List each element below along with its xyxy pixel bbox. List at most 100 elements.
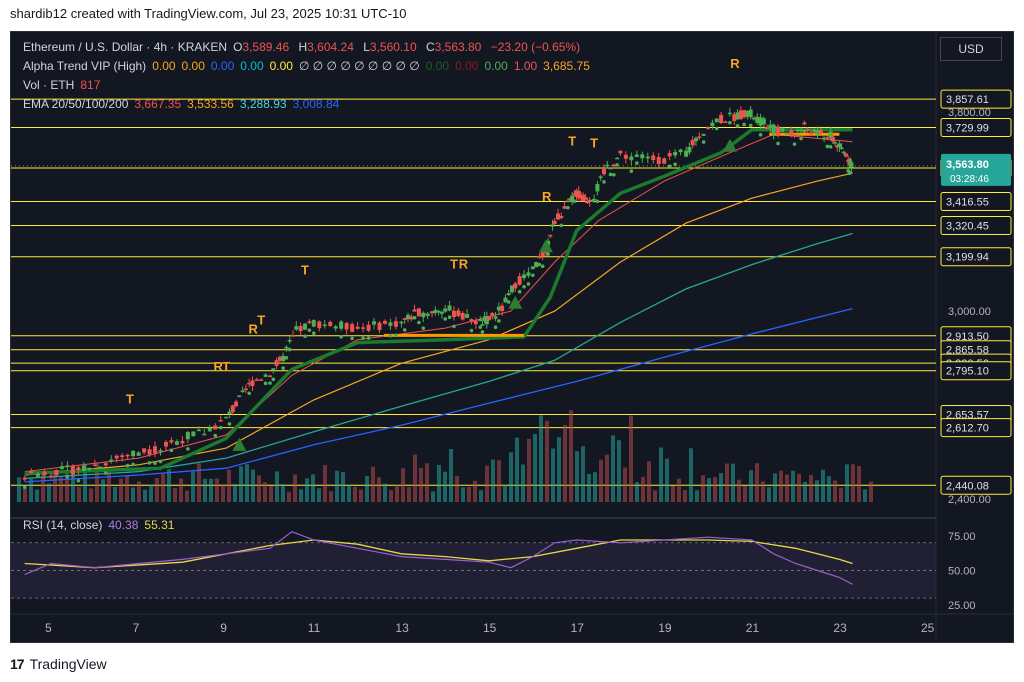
candle-body xyxy=(540,251,545,257)
volume-bar xyxy=(101,479,105,502)
volume-bar xyxy=(29,478,33,502)
candle-body xyxy=(158,450,163,452)
candle-body xyxy=(828,131,833,139)
open-value: 3,589.46 xyxy=(242,40,290,54)
alpha-dot xyxy=(802,129,807,133)
volume-bar xyxy=(107,471,111,502)
volume-bar xyxy=(587,473,591,502)
alpha-dot xyxy=(312,331,316,335)
candle-body xyxy=(771,124,776,135)
candle-body xyxy=(585,201,590,204)
level-label: 2,795.10 xyxy=(946,366,989,378)
volume-bar xyxy=(479,490,483,502)
volume-bar xyxy=(311,474,315,502)
rsi-axis-label: 50.00 xyxy=(948,565,976,577)
volume-bar xyxy=(407,487,411,502)
chart-frame[interactable]: 3,857.613,729.993,554.683,416.553,320.45… xyxy=(10,31,1014,643)
candle-body xyxy=(153,446,158,454)
volume-bar xyxy=(767,487,771,502)
alpha-dot xyxy=(537,262,542,267)
trend-marker-T: T xyxy=(301,262,309,277)
candle-body xyxy=(307,321,312,323)
candle-body xyxy=(550,224,555,227)
volume-bar xyxy=(113,486,117,502)
candle-body xyxy=(805,129,810,131)
candle-body xyxy=(812,129,817,132)
alpha-dot xyxy=(615,163,619,167)
high-value: 3,604.24 xyxy=(307,40,354,54)
volume-bar xyxy=(839,487,843,502)
volume-bar xyxy=(473,480,477,502)
candle-body xyxy=(409,316,414,320)
candle-body xyxy=(372,321,377,325)
rsi-label: RSI (14, close) xyxy=(23,518,103,532)
candle-body xyxy=(751,117,756,120)
trend-marker-R: R xyxy=(459,257,469,272)
candle-body xyxy=(562,206,567,209)
alpha-dot xyxy=(412,315,417,320)
alpha-dot xyxy=(701,140,706,144)
volume-bar xyxy=(329,491,333,502)
alpha-dot xyxy=(227,422,232,426)
volume-bar xyxy=(185,490,189,502)
alpha-dot xyxy=(572,199,577,204)
alpha-dot xyxy=(478,325,483,330)
alpha-value-3: 0.00 xyxy=(240,59,264,73)
close-value: 3,563.80 xyxy=(434,40,482,54)
time-axis-label: 15 xyxy=(483,621,497,635)
alpha-dot xyxy=(65,474,70,479)
volume-bar xyxy=(791,470,795,502)
volume-bar xyxy=(221,484,225,502)
candle-body xyxy=(311,320,316,327)
alpha-dot xyxy=(443,317,448,321)
volume-bar xyxy=(119,478,123,502)
alpha-dot xyxy=(213,433,218,438)
candle-body xyxy=(114,455,119,459)
alpha-dot xyxy=(742,122,746,127)
candle-body xyxy=(98,466,103,469)
alpha-dot xyxy=(566,205,570,210)
volume-bar xyxy=(719,473,723,502)
candle-body xyxy=(765,126,770,130)
alpha-value-0: 0.00 xyxy=(152,59,176,73)
ema-value-0: 3,667.35 xyxy=(134,97,182,111)
candle-body xyxy=(684,150,689,157)
candle-body xyxy=(92,464,97,466)
candle-body xyxy=(719,114,724,124)
price-chart[interactable]: 3,857.613,729.993,554.683,416.553,320.45… xyxy=(11,32,1014,643)
level-label: 2,612.70 xyxy=(946,423,989,435)
volume-bar xyxy=(659,447,663,502)
alpha-dot xyxy=(758,132,763,137)
candle-body xyxy=(818,129,823,134)
rsi-axis-label: 75.00 xyxy=(948,531,976,543)
volume-bar xyxy=(341,472,345,502)
alpha-dot xyxy=(394,333,398,338)
trend-marker-R: R xyxy=(213,359,223,374)
ema-label: EMA 20/50/100/200 xyxy=(23,97,129,111)
buy-triangle xyxy=(722,138,737,152)
candle-body xyxy=(629,156,634,161)
volume-bar xyxy=(863,489,867,502)
candle-body xyxy=(207,427,212,432)
candle-body xyxy=(125,454,130,457)
candle-body xyxy=(506,293,511,295)
candle-body xyxy=(662,158,667,164)
currency-button[interactable]: USD xyxy=(940,37,1002,61)
change-value: −23.20 (−0.65%) xyxy=(490,40,581,54)
volume-bar xyxy=(137,481,141,502)
legend-alpha-trend: Alpha Trend VIP (High) 0.00 0.00 0.00 0.00 0.… xyxy=(23,59,602,73)
candle-body xyxy=(815,130,820,136)
candle-body xyxy=(667,153,672,157)
volume-bar xyxy=(287,491,291,502)
rsi-ma-line xyxy=(24,539,853,569)
volume-bar xyxy=(173,487,177,502)
volume-bar xyxy=(233,483,237,502)
candle-body xyxy=(230,405,235,413)
volume-bar xyxy=(197,463,201,502)
alpha-dot xyxy=(218,425,223,430)
volume-bar xyxy=(635,482,639,502)
candle-body xyxy=(350,324,355,332)
candle-body xyxy=(552,220,557,225)
trend-marker-R: R xyxy=(730,56,740,71)
candle-body xyxy=(185,432,190,440)
